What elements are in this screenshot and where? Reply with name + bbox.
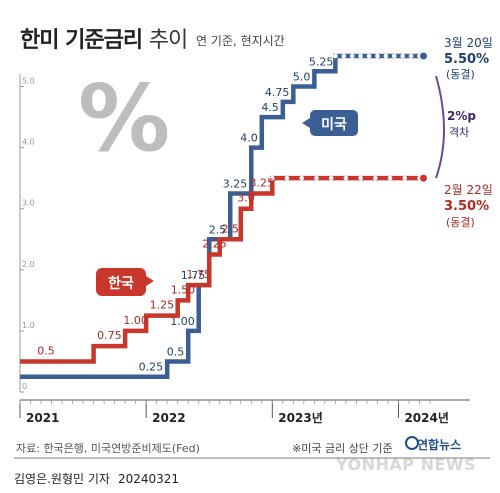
tail-dot-korea: [270, 175, 275, 181]
end-point-us: [419, 52, 427, 60]
data-label-us: 4.5: [261, 101, 279, 114]
x-tick-label: 2023년: [278, 411, 322, 425]
us-end-status: (동결): [446, 68, 475, 81]
gap-bracket: [435, 75, 445, 179]
y-tick-label: 5.0: [22, 77, 35, 86]
us-end-value: 5.50%: [444, 52, 489, 67]
tail-dot-us: [408, 53, 414, 59]
watermark: YONHAP NEWS: [336, 455, 477, 474]
y-tick-label: 2.0: [22, 260, 35, 269]
credit-date: 20240321: [117, 472, 180, 486]
tail-dot-us: [375, 53, 380, 59]
data-label-korea: 3.0: [237, 192, 255, 205]
yonhap-logo: 연합뉴스: [417, 438, 462, 452]
data-label-us: 1.00: [170, 315, 195, 328]
tail-dot-us: [366, 53, 372, 59]
gap-label: 격차: [449, 126, 469, 139]
data-label-korea: 3.25: [250, 176, 275, 189]
data-label-korea: 2.25: [202, 238, 227, 251]
tail-dot-korea: [402, 175, 408, 181]
end-point-korea: [419, 174, 427, 182]
data-label-us: 4.0: [240, 132, 258, 145]
tail-dot-us: [391, 53, 397, 59]
tail-dot-korea: [343, 175, 349, 181]
tail-dot-us: [400, 53, 405, 59]
credit-author: 김영은.원형민 기자: [14, 472, 110, 486]
data-label-us: 3.25: [223, 177, 248, 190]
page-title: 한미 기준금리 추이: [20, 22, 188, 54]
data-label-us: 2.5: [209, 223, 227, 236]
x-tick-label: 2021: [26, 411, 59, 425]
note-text: ※미국 금리 상단 기준: [292, 442, 393, 455]
series-line-us: [20, 53, 420, 379]
series-badge-korea: [96, 268, 146, 296]
data-label-korea: 0.75: [97, 329, 122, 342]
tail-dot-korea: [373, 175, 378, 181]
data-label-us: 0.5: [167, 345, 185, 358]
y-tick-label: 1.0: [22, 321, 35, 330]
tail-dot-korea: [314, 175, 319, 181]
credit: 김영은.원형민 기자 20240321: [14, 470, 179, 487]
subtitle: 연 기준, 현지시간: [196, 34, 285, 48]
x-tick-label: 2022: [152, 411, 185, 425]
data-label-korea: 1.00: [123, 314, 148, 327]
tail-dot-korea: [284, 175, 290, 181]
gap-value: 2%p: [447, 109, 476, 123]
tail-dot-korea: [387, 175, 393, 181]
data-label-us: 0.25: [139, 361, 164, 374]
title-sub: 추이: [148, 28, 188, 53]
title-main: 한미 기준금리: [20, 28, 143, 53]
data-label-korea: 2.5: [222, 222, 240, 235]
series-badge-us-pointer: [302, 118, 310, 128]
data-label-korea: 1.75: [186, 268, 211, 281]
tail-dot-korea: [358, 175, 363, 181]
y-tick-label: 4.0: [22, 138, 35, 147]
data-label-us: 5.25: [309, 55, 334, 68]
tail-dot-us: [333, 53, 338, 59]
korea-end-date: 2월 22일: [444, 183, 493, 197]
series-badge-korea-label: 한국: [108, 276, 134, 292]
tail-dot-korea: [299, 175, 305, 181]
y-tick-label: 0: [22, 382, 27, 391]
yonhap-logo-icon: [405, 436, 419, 450]
tail-dot-us: [358, 53, 363, 59]
series-badge-us-label: 미국: [321, 117, 347, 133]
us-end-date: 3월 20일: [444, 36, 493, 50]
source-text: 자료: 한국은행, 미국연방준비제도(Fed): [16, 442, 200, 455]
data-label-korea: 1.50: [171, 283, 196, 296]
tail-dot-us: [341, 53, 347, 59]
series-badge-korea-pointer: [146, 276, 154, 286]
korea-end-value: 3.50%: [444, 199, 489, 214]
tail-dot-us: [383, 53, 389, 59]
data-label-us: 1.75: [181, 269, 206, 282]
tail-dot-korea: [328, 175, 334, 181]
y-tick-label: 3.0: [22, 199, 35, 208]
data-label-korea: 1.25: [150, 299, 175, 312]
series-line-korea: [20, 175, 420, 364]
tail-dot-us: [349, 53, 355, 59]
series-badge-us: [310, 110, 358, 136]
data-label-us: 4.75: [265, 86, 290, 99]
korea-end-status: (동결): [446, 216, 475, 229]
data-label-korea: 0.5: [37, 344, 55, 357]
percent-icon: %: [78, 65, 170, 172]
x-tick-label: 2024년: [404, 411, 448, 425]
data-label-us: 5.0: [293, 71, 311, 84]
